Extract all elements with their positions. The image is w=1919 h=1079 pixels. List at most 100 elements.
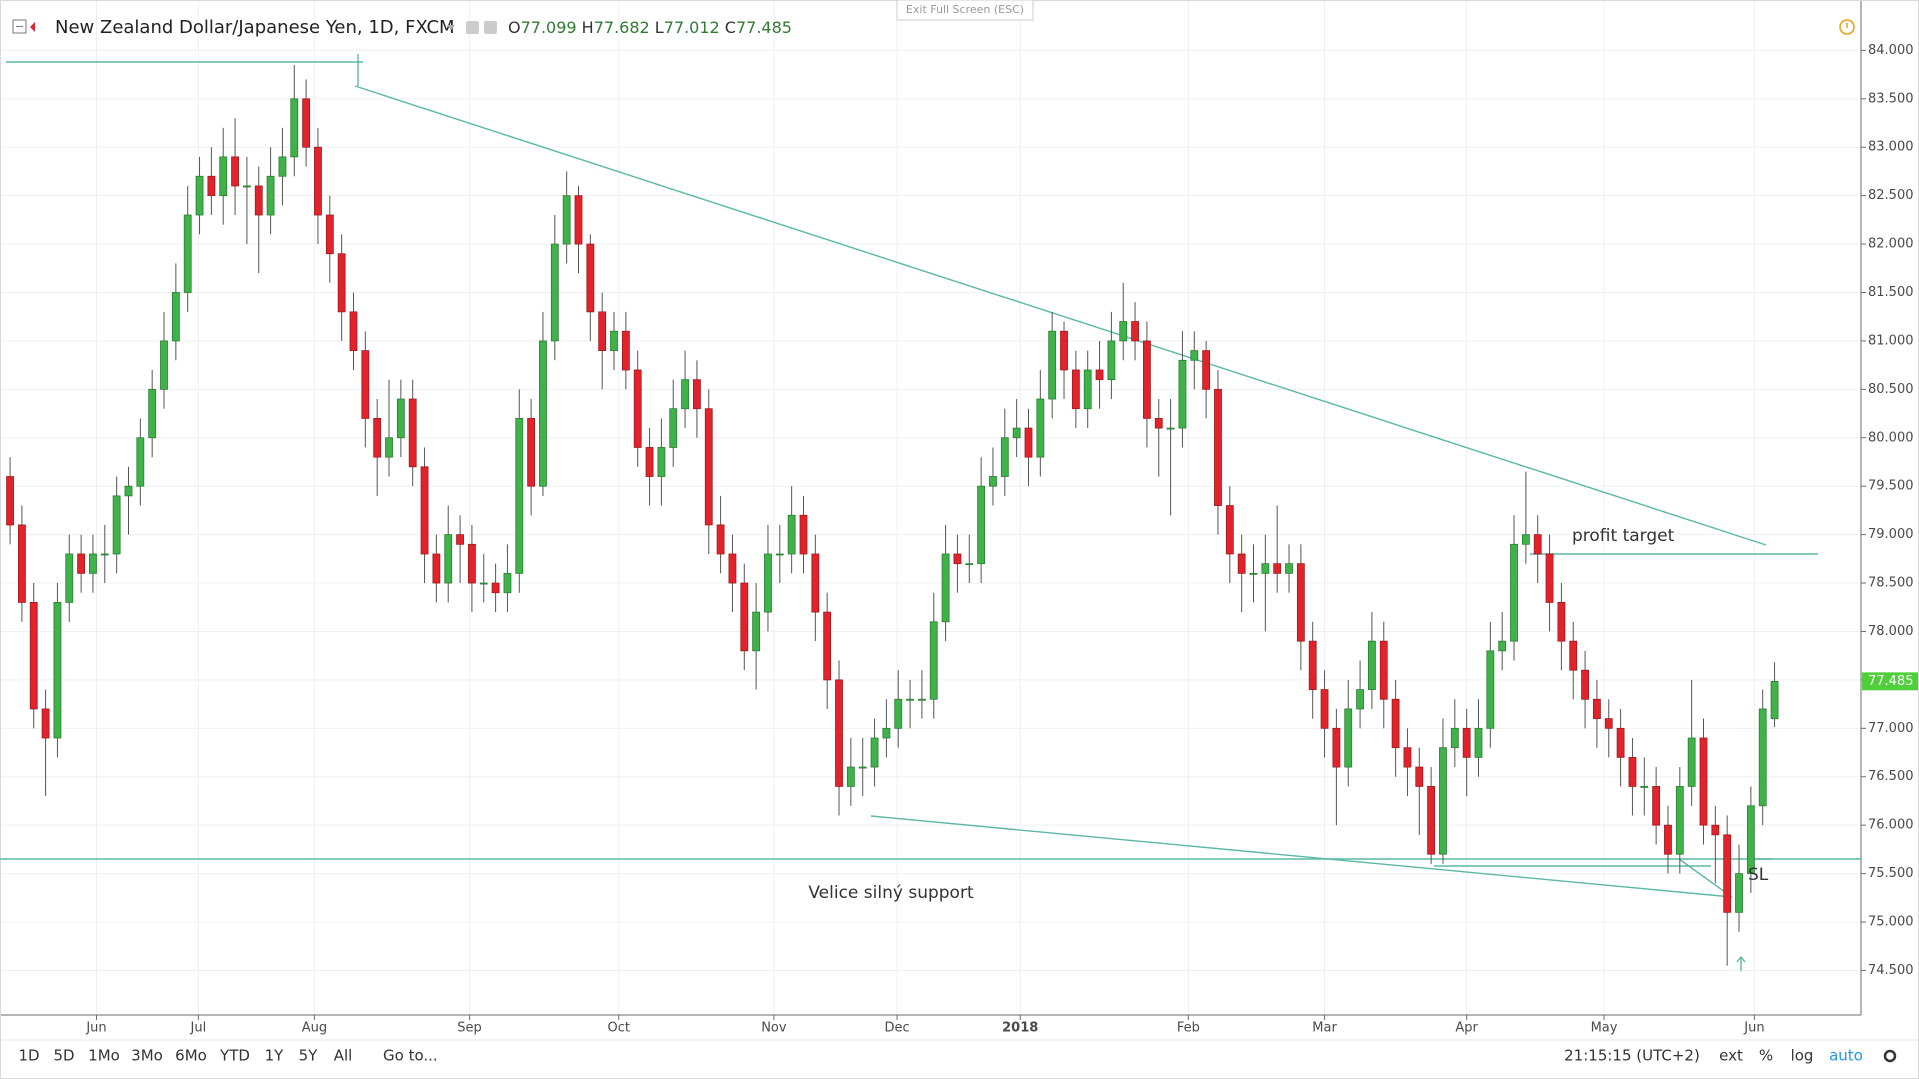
ohlc-value: 77.012	[664, 18, 720, 37]
candle-body	[89, 553, 97, 574]
candle-body	[775, 553, 784, 556]
candle-body	[254, 185, 263, 216]
y-tick-label: 83.500	[1868, 91, 1914, 106]
candle-body	[527, 417, 536, 487]
candle-body	[1746, 805, 1755, 874]
candle-body	[728, 553, 737, 584]
toolbar-button[interactable]: 1D	[18, 1047, 39, 1065]
axis-button[interactable]: auto	[1829, 1047, 1863, 1065]
candle-body	[1486, 650, 1495, 729]
candle-body	[1261, 563, 1270, 574]
candle-body	[468, 543, 476, 584]
candle-body	[1285, 563, 1293, 574]
candle-body	[1723, 834, 1732, 913]
sl-arrow-line	[1678, 858, 1733, 898]
candle-body	[302, 98, 311, 148]
candle-body	[1593, 698, 1601, 720]
candle-body	[858, 766, 867, 769]
candle-body	[846, 766, 855, 787]
x-tick-label: Jun	[85, 1021, 106, 1036]
candle-body	[1083, 369, 1092, 410]
toolbar-button[interactable]: 5Y	[299, 1047, 319, 1065]
candle-body	[1510, 543, 1518, 642]
candle-body	[349, 311, 358, 352]
toolbar-button[interactable]: 1Y	[265, 1047, 285, 1065]
candle-body	[1675, 786, 1684, 855]
x-tick-label: Dec	[884, 1021, 909, 1036]
candle-body	[183, 214, 192, 293]
candle-body	[491, 582, 500, 594]
candle-body	[977, 485, 986, 565]
candle-body	[207, 175, 216, 197]
candle-body	[1711, 824, 1720, 836]
toolbar-button[interactable]: 1Mo	[88, 1047, 120, 1065]
candle-body	[633, 369, 642, 448]
candle-body	[160, 340, 168, 390]
y-tick-label: 76.500	[1868, 769, 1914, 784]
settings-gear[interactable]	[1883, 1049, 1897, 1063]
price-axis: 74.50075.00075.50076.00076.50077.00077.5…	[1861, 43, 1918, 978]
toolbar-button[interactable]: 3Mo	[131, 1047, 163, 1065]
axis-button[interactable]: ext	[1719, 1047, 1743, 1065]
y-tick-label: 79.000	[1868, 527, 1914, 542]
y-tick-label: 74.500	[1868, 963, 1914, 978]
settings-icon[interactable]	[484, 21, 497, 34]
down-arrow-icon	[30, 22, 35, 32]
candle-body	[562, 195, 571, 245]
candle-body	[1687, 737, 1696, 787]
candle-body	[716, 524, 725, 555]
warning-icon[interactable]	[1839, 19, 1855, 35]
y-tick-label: 75.000	[1868, 915, 1914, 930]
candle-body	[823, 611, 832, 681]
axis-button[interactable]: %	[1759, 1047, 1773, 1065]
candle-body	[325, 214, 334, 255]
y-tick-label: 83.000	[1868, 140, 1914, 155]
candle-body	[408, 398, 417, 468]
toolbar-button[interactable]: 6Mo	[175, 1047, 207, 1065]
candle-body	[1249, 572, 1258, 575]
candle-body	[1735, 873, 1743, 913]
candle-body	[906, 698, 914, 701]
candle-body	[1131, 321, 1139, 342]
candle-body	[1474, 727, 1483, 758]
candle-body	[361, 350, 370, 419]
candle-body	[764, 553, 772, 613]
candle-body	[1640, 786, 1649, 788]
candle-body	[1415, 766, 1424, 787]
toolbar-button[interactable]: Go to...	[383, 1047, 438, 1065]
settings-icon[interactable]	[466, 21, 479, 34]
drawings	[0, 54, 1861, 971]
candle-body	[693, 379, 701, 410]
candle-body	[503, 572, 512, 594]
toolbar-button[interactable]: 5D	[53, 1047, 74, 1065]
candle-body	[1060, 330, 1068, 371]
toolbar-button[interactable]: All	[334, 1047, 353, 1065]
arrow	[1736, 955, 1746, 971]
candle-body	[941, 553, 950, 623]
candle-body	[1439, 747, 1447, 855]
candle-body	[1557, 602, 1566, 642]
dropdown-icon[interactable]	[447, 25, 455, 30]
ohlc-value: 77.682	[594, 18, 650, 37]
candle-body	[1273, 563, 1282, 574]
x-tick-label: Nov	[761, 1021, 787, 1036]
candle-body	[1000, 437, 1009, 477]
axis-button[interactable]: log	[1791, 1047, 1814, 1065]
candle-body	[669, 408, 678, 448]
candle-body	[894, 698, 903, 729]
ohlc-prefix: C	[725, 18, 736, 37]
candle-body	[1356, 689, 1364, 710]
y-tick-label: 78.000	[1868, 624, 1914, 639]
candle-body	[53, 602, 62, 739]
toolbar-button[interactable]: YTD	[219, 1047, 250, 1065]
exit-fullscreen-button[interactable]	[896, 0, 1034, 21]
x-tick-label: Feb	[1177, 1021, 1200, 1036]
time-axis: Jun Jul Aug Sep Oct Nov Dec 2018 Feb Mar Apr May Jun	[85, 1015, 1765, 1036]
candle-body	[740, 582, 749, 652]
candle-body	[953, 553, 962, 565]
candle-body	[1533, 534, 1542, 555]
x-tick-label: Mar	[1312, 1021, 1337, 1036]
candle-body	[6, 476, 14, 526]
exit-fullscreen-label[interactable]: Exit Full Screen (ESC)	[906, 3, 1024, 16]
